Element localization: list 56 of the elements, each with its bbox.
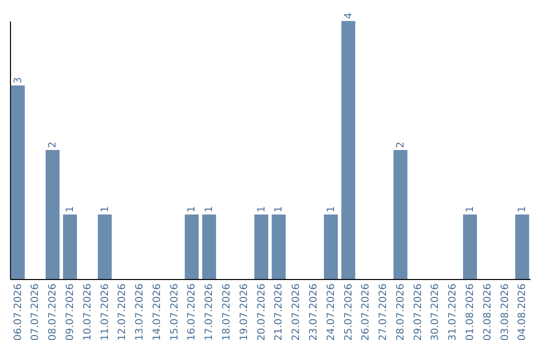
x-tick-label: 08.07.2026 <box>48 284 59 340</box>
x-tick-label: 11.07.2026 <box>100 284 111 340</box>
bar <box>63 214 77 279</box>
x-tick-label: 09.07.2026 <box>65 284 76 340</box>
x-tick-label: 24.07.2026 <box>326 284 337 340</box>
data-label: 1 <box>517 206 528 212</box>
x-tick-label: 01.08.2026 <box>465 284 476 340</box>
bar <box>272 214 286 279</box>
data-label: 4 <box>343 12 354 19</box>
data-label: 2 <box>48 142 59 148</box>
data-label: 2 <box>395 142 406 148</box>
x-tick-label: 23.07.2026 <box>308 284 320 340</box>
bar <box>202 214 216 279</box>
x-tick-label: 15.07.2026 <box>169 284 180 340</box>
data-label: 1 <box>274 206 285 212</box>
x-tick-label: 22.07.2026 <box>291 284 302 340</box>
data-label: 1 <box>65 206 76 212</box>
x-tick-label: 13.07.2026 <box>134 284 146 340</box>
x-tick-label: 06.07.2026 <box>12 284 24 340</box>
x-tick-label: 19.07.2026 <box>238 284 250 340</box>
data-label: 3 <box>12 77 24 84</box>
bar <box>46 150 60 279</box>
data-label: 1 <box>204 206 216 212</box>
x-tick-label: 07.07.2026 <box>30 284 42 340</box>
bar <box>463 214 477 279</box>
x-tick-label: 02.08.2026 <box>482 284 494 340</box>
x-tick-label: 29.07.2026 <box>412 284 424 340</box>
x-tick-label: 18.07.2026 <box>222 284 233 340</box>
bar <box>10 86 25 279</box>
bar <box>184 214 199 279</box>
x-tick-label: 27.07.2026 <box>378 284 390 340</box>
x-tick-label: 31.07.2026 <box>448 284 459 340</box>
bar <box>393 150 408 279</box>
data-label: 1 <box>256 206 268 212</box>
bar <box>324 214 338 279</box>
x-tick-label: 17.07.2026 <box>204 284 216 340</box>
x-tick-label: 14.07.2026 <box>152 284 163 340</box>
x-tick-label: 26.07.2026 <box>360 284 372 340</box>
bar <box>254 214 268 279</box>
x-tick-label: 28.07.2026 <box>395 284 406 340</box>
x-tick-label: 10.07.2026 <box>82 284 94 340</box>
bar <box>341 21 356 279</box>
x-tick-label: 25.07.2026 <box>343 284 354 340</box>
x-tick-label: 30.07.2026 <box>430 284 442 340</box>
x-tick-label: 16.07.2026 <box>186 284 198 340</box>
data-label: 1 <box>326 206 337 212</box>
x-tick-label: 04.08.2026 <box>517 284 528 340</box>
data-label: 1 <box>186 206 198 212</box>
data-label: 1 <box>100 206 111 212</box>
x-tick-label: 03.08.2026 <box>500 284 511 340</box>
data-label: 1 <box>465 206 476 212</box>
bar <box>98 214 112 279</box>
x-tick-label: 21.07.2026 <box>274 284 285 340</box>
x-tick-label: 12.07.2026 <box>117 284 128 340</box>
x-tick-label: 20.07.2026 <box>256 284 268 340</box>
bar <box>515 214 530 279</box>
